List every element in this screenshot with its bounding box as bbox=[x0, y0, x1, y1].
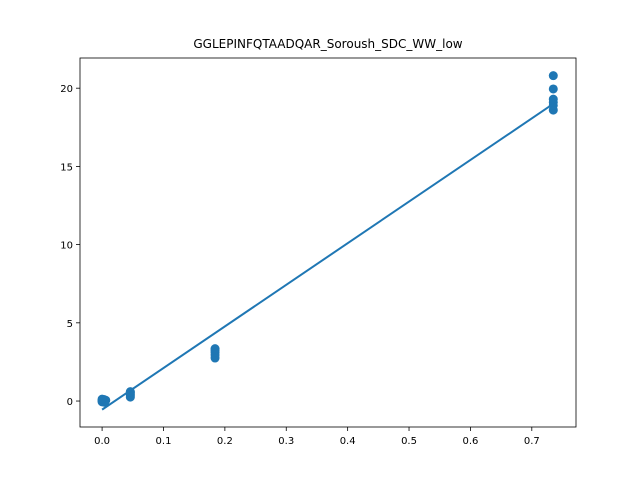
x-tick-label: 0.7 bbox=[524, 436, 540, 447]
chart-title: GGLEPINFQTAADQAR_Soroush_SDC_WW_low bbox=[193, 37, 462, 51]
axes-frame bbox=[79, 57, 577, 428]
x-axis: 0.0 0.1 0.2 0.3 0.4 0.5 0.6 0.7 bbox=[94, 427, 540, 447]
fit-line bbox=[101, 103, 554, 411]
x-tick-label: 0.0 bbox=[94, 436, 110, 447]
y-tick-label: 10 bbox=[60, 241, 73, 252]
data-point bbox=[97, 394, 107, 404]
y-tick-label: 0 bbox=[67, 397, 73, 408]
x-tick-label: 0.1 bbox=[156, 436, 172, 447]
data-point bbox=[548, 94, 558, 104]
data-point bbox=[548, 84, 558, 94]
plot-area bbox=[97, 71, 558, 411]
y-tick-label: 20 bbox=[60, 84, 73, 95]
x-tick-label: 0.4 bbox=[340, 436, 356, 447]
y-axis: 0 5 10 15 20 bbox=[60, 84, 80, 408]
data-point bbox=[210, 344, 220, 354]
x-tick-label: 0.2 bbox=[217, 436, 233, 447]
x-tick-label: 0.6 bbox=[462, 436, 478, 447]
x-tick-label: 0.5 bbox=[401, 436, 417, 447]
x-tick-label: 0.3 bbox=[278, 436, 294, 447]
data-point bbox=[548, 71, 558, 81]
y-tick-label: 15 bbox=[60, 162, 73, 173]
y-tick-label: 5 bbox=[67, 319, 73, 330]
